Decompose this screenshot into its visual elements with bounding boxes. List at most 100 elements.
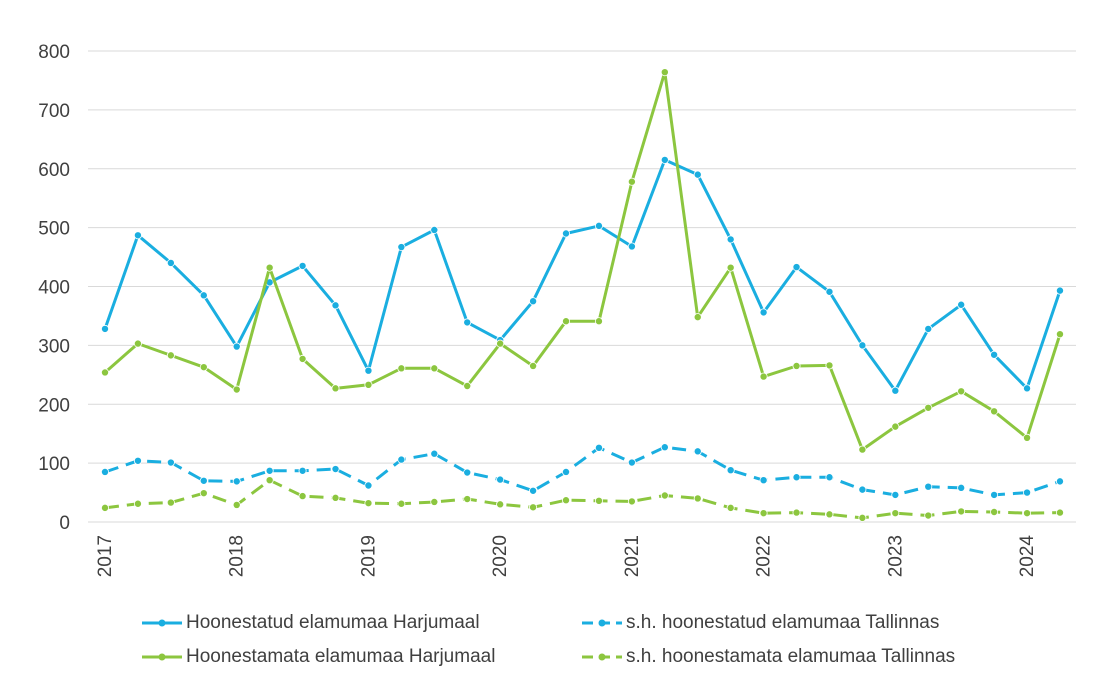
data-point: [660, 68, 669, 77]
data-point: [759, 308, 768, 317]
y-tick-label: 0: [59, 513, 70, 534]
data-point: [792, 263, 801, 272]
series-line-2: [103, 70, 1062, 452]
data-point: [331, 384, 340, 393]
data-point: [990, 490, 999, 499]
data-point: [1023, 384, 1032, 393]
legend-swatch-built-harju: [142, 619, 182, 627]
data-point: [825, 510, 834, 519]
data-point: [529, 503, 538, 512]
legend: Hoonestatud elamumaa Harjumaal s.h. hoon…: [140, 612, 1040, 668]
data-point: [562, 317, 571, 326]
data-point: [232, 477, 241, 486]
data-point: [594, 496, 603, 505]
data-point: [364, 380, 373, 389]
data-point: [693, 447, 702, 456]
data-point: [199, 363, 208, 372]
legend-item-built-harju: Hoonestatud elamumaa Harjumaal: [140, 612, 580, 634]
data-point: [594, 443, 603, 452]
data-point: [858, 513, 867, 522]
data-point: [430, 497, 439, 506]
y-tick-label: 800: [38, 42, 70, 63]
data-point: [101, 324, 110, 333]
data-point: [660, 155, 669, 164]
data-point: [331, 301, 340, 310]
x-axis-tick-labels: 2017 2018 2019 2020 2021 2022 2023 2024: [95, 535, 1038, 578]
data-point: [924, 403, 933, 412]
data-point: [529, 361, 538, 370]
data-point: [430, 364, 439, 373]
data-point: [924, 482, 933, 491]
data-point: [891, 386, 900, 395]
data-point: [166, 258, 175, 267]
data-point: [990, 507, 999, 516]
data-point: [331, 493, 340, 502]
data-point: [627, 177, 636, 186]
data-point: [891, 509, 900, 518]
legend-swatch-unbuilt-tallinn: [582, 653, 622, 661]
data-point: [166, 351, 175, 360]
data-point: [496, 475, 505, 484]
data-point: [792, 473, 801, 482]
data-point: [562, 496, 571, 505]
data-point: [199, 291, 208, 300]
data-point: [166, 458, 175, 467]
data-point: [1055, 286, 1064, 295]
data-point: [166, 498, 175, 507]
data-point: [1023, 488, 1032, 497]
data-point: [529, 486, 538, 495]
y-tick-label: 100: [38, 454, 70, 475]
data-point: [858, 485, 867, 494]
data-point: [298, 492, 307, 501]
data-point: [990, 350, 999, 359]
data-point: [331, 465, 340, 474]
data-point: [726, 263, 735, 272]
series-line-3: [104, 478, 1061, 520]
data-point: [825, 361, 834, 370]
data-point: [759, 476, 768, 485]
data-point: [1055, 508, 1064, 517]
data-point: [430, 449, 439, 458]
series-1: [101, 443, 1064, 499]
data-point: [101, 503, 110, 512]
legend-swatch-unbuilt-harju: [142, 653, 182, 661]
y-tick-label: 600: [38, 160, 70, 181]
legend-item-unbuilt-tallinn: s.h. hoonestamata elamumaa Tallinnas: [580, 646, 1020, 668]
data-point: [562, 229, 571, 238]
data-point: [957, 507, 966, 516]
data-point: [627, 458, 636, 467]
data-point: [924, 511, 933, 520]
data-point: [463, 381, 472, 390]
data-point: [726, 466, 735, 475]
x-tick-label: 2024: [1017, 535, 1038, 578]
legend-label-built-harju: Hoonestatud elamumaa Harjumaal: [186, 612, 480, 633]
data-point: [101, 467, 110, 476]
data-point: [858, 341, 867, 350]
data-point: [1055, 477, 1064, 486]
data-point: [1023, 509, 1032, 518]
data-point: [463, 318, 472, 327]
data-point: [594, 221, 603, 230]
data-point: [1023, 433, 1032, 442]
data-point: [364, 366, 373, 375]
data-point: [496, 339, 505, 348]
legend-item-built-tallinn: s.h. hoonestatud elamumaa Tallinnas: [580, 612, 1020, 634]
data-point: [397, 499, 406, 508]
data-point: [101, 368, 110, 377]
legend-label-unbuilt-tallinn: s.h. hoonestamata elamumaa Tallinnas: [626, 646, 956, 667]
data-point: [133, 231, 142, 240]
data-point: [265, 263, 274, 272]
data-point: [759, 372, 768, 381]
data-point: [957, 483, 966, 492]
x-tick-label: 2023: [885, 535, 906, 577]
data-point: [957, 387, 966, 396]
data-point: [232, 385, 241, 394]
data-point: [397, 243, 406, 252]
data-point: [430, 225, 439, 234]
data-point: [924, 324, 933, 333]
data-point: [133, 339, 142, 348]
x-tick-label: 2018: [227, 535, 248, 577]
series-3: [101, 476, 1064, 522]
